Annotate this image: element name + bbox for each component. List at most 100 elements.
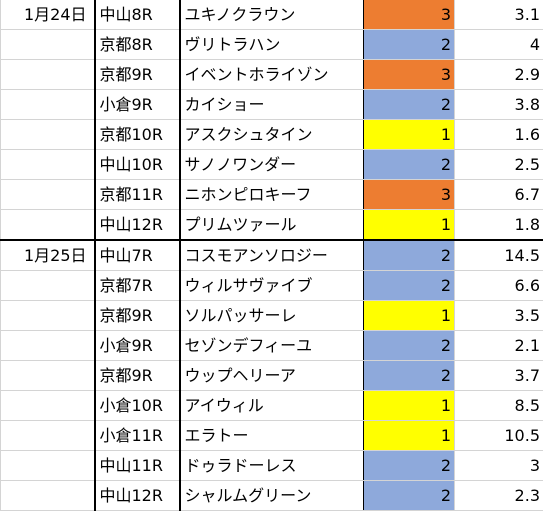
rank-cell[interactable]: 2 — [363, 89, 455, 120]
table-row: 京都9R イベントホライゾン 3 2.9 — [0, 59, 543, 90]
rank-cell[interactable]: 2 — [363, 29, 455, 60]
horse-name-cell[interactable]: イベントホライゾン — [179, 59, 364, 90]
date-cell[interactable] — [0, 89, 95, 120]
horse-name-cell[interactable]: シャルムグリーン — [179, 480, 364, 511]
race-cell[interactable]: 京都8R — [93, 29, 181, 60]
odds-cell[interactable]: 2.5 — [454, 149, 543, 180]
rank-cell[interactable]: 1 — [363, 209, 455, 241]
odds-cell[interactable]: 8.5 — [454, 390, 543, 421]
rank-cell[interactable]: 2 — [363, 360, 455, 391]
race-cell[interactable]: 小倉11R — [93, 420, 181, 451]
rank-cell[interactable]: 2 — [363, 149, 455, 180]
race-cell[interactable]: 京都11R — [93, 179, 181, 210]
race-cell[interactable]: 中山12R — [93, 209, 181, 241]
date-cell[interactable]: 1月25日 — [0, 239, 95, 271]
race-cell[interactable]: 中山12R — [93, 480, 181, 511]
date-cell[interactable] — [0, 209, 95, 241]
race-cell[interactable]: 京都10R — [93, 119, 181, 150]
odds-cell[interactable]: 3.5 — [454, 300, 543, 331]
odds-cell[interactable]: 3.7 — [454, 360, 543, 391]
odds-cell[interactable]: 2.1 — [454, 330, 543, 361]
odds-cell[interactable]: 6.7 — [454, 179, 543, 210]
odds-cell[interactable]: 3.1 — [454, 0, 543, 30]
date-cell[interactable] — [0, 29, 95, 60]
table-row: 京都9R ウップヘリーア 2 3.7 — [0, 360, 543, 391]
race-cell[interactable]: 京都9R — [93, 300, 181, 331]
race-cell[interactable]: 中山10R — [93, 149, 181, 180]
race-cell[interactable]: 中山11R — [93, 450, 181, 481]
table-row: 1月25日 中山7R コスモアンソロジー 2 14.5 — [0, 239, 543, 271]
table-row: 小倉9R セゾンデフィーユ 2 2.1 — [0, 330, 543, 361]
odds-cell[interactable]: 1.6 — [454, 119, 543, 150]
odds-cell[interactable]: 14.5 — [454, 239, 543, 271]
race-cell[interactable]: 小倉9R — [93, 89, 181, 120]
race-cell[interactable]: 中山8R — [93, 0, 181, 30]
horse-name-cell[interactable]: ソルパッサーレ — [179, 300, 364, 331]
rank-cell[interactable]: 3 — [363, 59, 455, 90]
odds-cell[interactable]: 3 — [454, 450, 543, 481]
rank-cell[interactable]: 1 — [363, 300, 455, 331]
rank-cell[interactable]: 2 — [363, 330, 455, 361]
race-cell[interactable]: 小倉9R — [93, 330, 181, 361]
race-cell[interactable]: 京都9R — [93, 360, 181, 391]
horse-name-cell[interactable]: ニホンピロキーフ — [179, 179, 364, 210]
table-row: 中山11R ドゥラドーレス 2 3 — [0, 450, 543, 481]
horse-name-cell[interactable]: ウィルサヴァイブ — [179, 270, 364, 301]
date-cell[interactable] — [0, 330, 95, 361]
date-cell[interactable] — [0, 480, 95, 511]
horse-name-cell[interactable]: ドゥラドーレス — [179, 450, 364, 481]
horse-name-cell[interactable]: セゾンデフィーユ — [179, 330, 364, 361]
rank-cell[interactable]: 1 — [363, 119, 455, 150]
rank-cell[interactable]: 3 — [363, 179, 455, 210]
date-cell[interactable]: 1月24日 — [0, 0, 95, 30]
horse-name-cell[interactable]: ヴリトラハン — [179, 29, 364, 60]
date-cell[interactable] — [0, 360, 95, 391]
rank-cell[interactable]: 1 — [363, 390, 455, 421]
horse-name-cell[interactable]: ユキノクラウン — [179, 0, 364, 30]
odds-cell[interactable]: 2.9 — [454, 59, 543, 90]
horse-name-cell[interactable]: カイショー — [179, 89, 364, 120]
race-cell[interactable]: 小倉10R — [93, 390, 181, 421]
date-cell[interactable] — [0, 450, 95, 481]
rank-cell[interactable]: 3 — [363, 0, 455, 30]
table-row: 中山12R シャルムグリーン 2 2.3 — [0, 480, 543, 511]
table-row: 小倉11R エラトー 1 10.5 — [0, 420, 543, 451]
rank-cell[interactable]: 1 — [363, 420, 455, 451]
date-cell[interactable] — [0, 300, 95, 331]
horse-name-cell[interactable]: アスクシュタイン — [179, 119, 364, 150]
horse-name-cell[interactable]: サノノワンダー — [179, 149, 364, 180]
rank-cell[interactable]: 2 — [363, 480, 455, 511]
table-row: 小倉10R アイウィル 1 8.5 — [0, 390, 543, 421]
date-cell[interactable] — [0, 390, 95, 421]
odds-cell[interactable]: 6.6 — [454, 270, 543, 301]
horse-name-cell[interactable]: アイウィル — [179, 390, 364, 421]
table-row: 京都7R ウィルサヴァイブ 2 6.6 — [0, 270, 543, 301]
date-cell[interactable] — [0, 149, 95, 180]
odds-cell[interactable]: 2.3 — [454, 480, 543, 511]
rank-cell[interactable]: 2 — [363, 270, 455, 301]
odds-cell[interactable]: 3.8 — [454, 89, 543, 120]
odds-cell[interactable]: 10.5 — [454, 420, 543, 451]
date-cell[interactable] — [0, 179, 95, 210]
race-cell[interactable]: 中山7R — [93, 239, 181, 271]
date-cell[interactable] — [0, 119, 95, 150]
horse-name-cell[interactable]: コスモアンソロジー — [179, 239, 364, 271]
odds-cell[interactable]: 1.8 — [454, 209, 543, 241]
horse-name-cell[interactable]: エラトー — [179, 420, 364, 451]
rank-cell[interactable]: 2 — [363, 239, 455, 271]
horse-name-cell[interactable]: ウップヘリーア — [179, 360, 364, 391]
table-row: 京都8R ヴリトラハン 2 4 — [0, 29, 543, 60]
date-cell[interactable] — [0, 420, 95, 451]
odds-cell[interactable]: 4 — [454, 29, 543, 60]
date-cell[interactable] — [0, 59, 95, 90]
race-cell[interactable]: 京都9R — [93, 59, 181, 90]
table-row: 1月24日 中山8R ユキノクラウン 3 3.1 — [0, 0, 543, 30]
race-cell[interactable]: 京都7R — [93, 270, 181, 301]
table-row: 中山10R サノノワンダー 2 2.5 — [0, 149, 543, 180]
date-cell[interactable] — [0, 270, 95, 301]
rank-cell[interactable]: 2 — [363, 450, 455, 481]
horse-name-cell[interactable]: プリムツァール — [179, 209, 364, 241]
